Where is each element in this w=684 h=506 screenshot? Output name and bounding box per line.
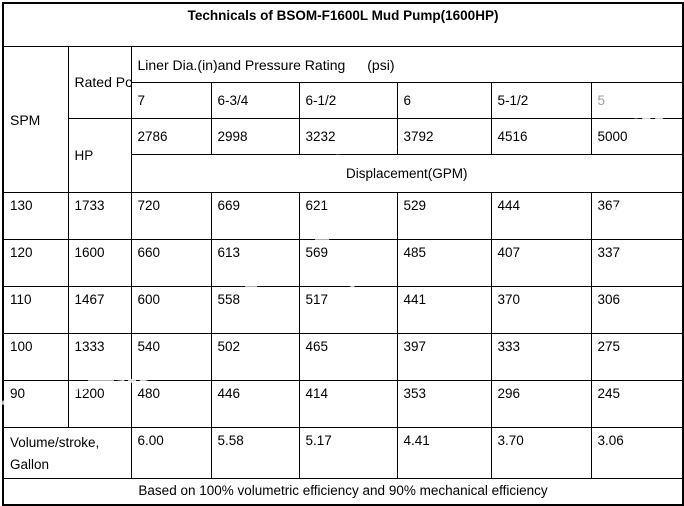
table-row: 110 1467 600 558 517 441 370 306 bbox=[2, 286, 684, 334]
displacement-cell: 353 bbox=[396, 380, 492, 428]
displacement-cell: 441 bbox=[396, 286, 492, 334]
liner-header-unit: (psi) bbox=[367, 56, 395, 73]
displacement-cell: 600 bbox=[130, 286, 212, 334]
header-row-sizes: 7 6-3/4 6-1/2 6 5-1/2 5 bbox=[3, 82, 684, 119]
displacement-cell: 306 bbox=[590, 286, 684, 334]
hp-value-cell: 1733 bbox=[67, 192, 132, 240]
volume-cell: 4.41 bbox=[396, 427, 492, 479]
displacement-cell: 465 bbox=[298, 333, 398, 381]
displacement-cell: 444 bbox=[490, 192, 592, 240]
displacement-cell: 370 bbox=[490, 286, 592, 334]
displacement-cell: 720 bbox=[130, 192, 212, 240]
pressure-rating-cell: 3232 bbox=[298, 118, 398, 155]
liner-size-cell: 5-1/2 bbox=[490, 82, 592, 119]
volume-label-line1: Volume/stroke, bbox=[10, 435, 100, 450]
displacement-cell: 296 bbox=[490, 380, 592, 428]
title-row: Technicals of BSOM-F1600L Mud Pump(1600H… bbox=[2, 2, 684, 47]
volume-stroke-label-cell: Volume/stroke, Gallon bbox=[2, 427, 132, 479]
volume-cell: 6.00 bbox=[130, 427, 212, 479]
displacement-cell: 337 bbox=[590, 239, 684, 287]
displacement-cell: 397 bbox=[396, 333, 492, 381]
displacement-cell: 446 bbox=[210, 380, 300, 428]
spm-value-cell: 90 bbox=[2, 380, 69, 428]
rated-power-header-cell: Rated Power bbox=[67, 46, 132, 119]
efficiency-note: Based on 100% volumetric efficiency and … bbox=[2, 478, 684, 506]
displacement-cell: 414 bbox=[298, 380, 398, 428]
displacement-cell: 485 bbox=[396, 239, 492, 287]
liner-size-cell: 6 bbox=[396, 82, 492, 119]
liner-size-cell: 5 bbox=[590, 82, 684, 119]
displacement-cell: 669 bbox=[210, 192, 300, 240]
liner-header-text: Liner Dia.(in)and Pressure Rating bbox=[137, 56, 346, 73]
pressure-rating-cell: 5000 bbox=[590, 118, 684, 155]
displacement-header-cell: Displacement(GPM) bbox=[130, 154, 684, 193]
hp-value-cell: 1600 bbox=[67, 239, 132, 287]
liner-size-cell: 6-3/4 bbox=[210, 82, 300, 119]
table-row: 130 1733 720 669 621 529 444 367 bbox=[2, 192, 684, 240]
displacement-cell: 558 bbox=[210, 286, 300, 334]
spm-value-cell: 130 bbox=[2, 192, 69, 240]
displacement-cell: 517 bbox=[298, 286, 398, 334]
table-row: 90 1200 480 446 414 353 296 245 bbox=[2, 380, 684, 428]
displacement-cell: 660 bbox=[130, 239, 212, 287]
footer-row: Based on 100% volumetric efficiency and … bbox=[2, 478, 684, 506]
hp-value-cell: 1333 bbox=[67, 333, 132, 381]
liner-size-cell: 7 bbox=[130, 82, 212, 119]
hp-header-cell: HP bbox=[67, 118, 132, 193]
spm-value-cell: 100 bbox=[2, 333, 69, 381]
hp-value-cell: 1200 bbox=[67, 380, 132, 428]
displacement-cell: 569 bbox=[298, 239, 398, 287]
spm-header-cell: SPM bbox=[2, 46, 69, 193]
volume-label-line2: Gallon bbox=[10, 457, 50, 472]
header-row-liner: SPM Rated Power Liner Dia.(in)and Pressu… bbox=[2, 46, 684, 193]
volume-cell: 5.58 bbox=[210, 427, 300, 479]
volume-cell: 3.06 bbox=[590, 427, 684, 479]
displacement-cell: 540 bbox=[130, 333, 212, 381]
displacement-cell: 275 bbox=[590, 333, 684, 381]
displacement-cell: 367 bbox=[590, 192, 684, 240]
displacement-cell: 480 bbox=[130, 380, 212, 428]
displacement-cell: 502 bbox=[210, 333, 300, 381]
displacement-cell: 407 bbox=[490, 239, 592, 287]
pressure-rating-cell: 2786 bbox=[130, 118, 212, 155]
header-row-displacement: Displacement(GPM) bbox=[3, 154, 684, 193]
table-row: 120 1600 660 613 569 485 407 337 bbox=[2, 239, 684, 287]
header-row-pressures: HP 2786 2998 3232 3792 4516 5000 bbox=[3, 118, 684, 193]
displacement-cell: 245 bbox=[590, 380, 684, 428]
volume-stroke-row: Volume/stroke, Gallon 6.00 5.58 5.17 4.41… bbox=[2, 427, 684, 479]
displacement-cell: 613 bbox=[210, 239, 300, 287]
displacement-cell: 621 bbox=[298, 192, 398, 240]
pressure-rating-cell: 2998 bbox=[210, 118, 300, 155]
hp-value-cell: 1467 bbox=[67, 286, 132, 334]
volume-cell: 5.17 bbox=[298, 427, 398, 479]
pressure-rating-cell: 4516 bbox=[490, 118, 592, 155]
table-row: 100 1333 540 502 465 397 333 275 bbox=[2, 333, 684, 381]
liner-pressure-header-cell: Liner Dia.(in)and Pressure Rating (psi) bbox=[130, 46, 684, 83]
displacement-cell: 529 bbox=[396, 192, 492, 240]
displacement-cell: 333 bbox=[490, 333, 592, 381]
spm-value-cell: 120 bbox=[2, 239, 69, 287]
page-title: Technicals of BSOM-F1600L Mud Pump(1600H… bbox=[2, 2, 684, 47]
volume-cell: 3.70 bbox=[490, 427, 592, 479]
spm-value-cell: 110 bbox=[2, 286, 69, 334]
liner-size-cell: 6-1/2 bbox=[298, 82, 398, 119]
pressure-rating-cell: 3792 bbox=[396, 118, 492, 155]
